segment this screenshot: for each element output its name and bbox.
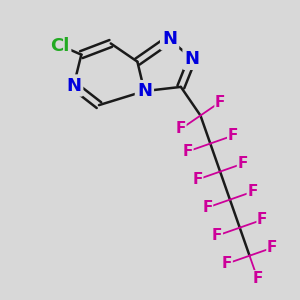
Text: F: F [212,228,222,243]
Text: F: F [215,94,225,110]
Text: Cl: Cl [51,37,70,55]
Text: F: F [228,128,238,143]
Text: F: F [176,122,186,136]
Text: F: F [183,144,193,159]
Text: N: N [184,50,200,68]
Text: F: F [257,212,267,227]
Text: F: F [247,184,258,199]
Text: N: N [137,82,152,100]
Text: F: F [202,200,213,215]
Text: F: F [192,172,203,187]
Text: F: F [267,240,277,255]
Text: N: N [66,76,81,94]
Text: F: F [237,156,248,171]
Text: N: N [162,30,177,48]
Text: F: F [222,256,232,271]
Text: F: F [252,271,262,286]
